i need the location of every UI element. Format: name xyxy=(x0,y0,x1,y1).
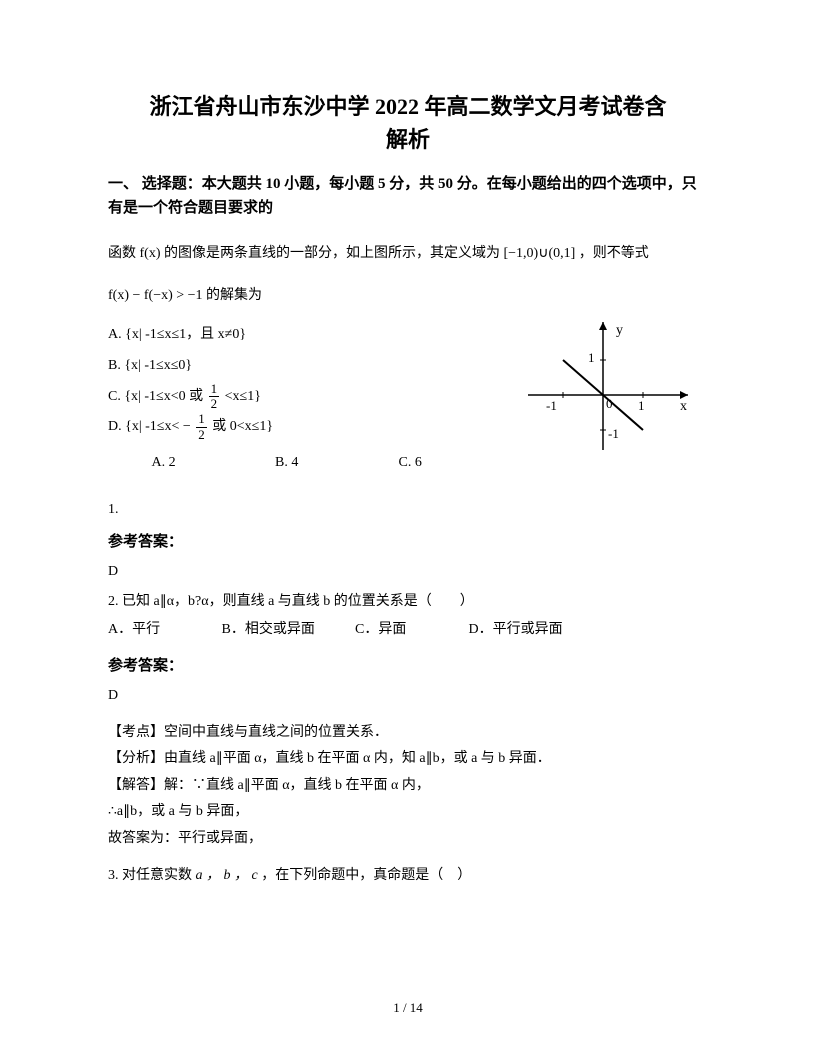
svg-text:1: 1 xyxy=(588,350,595,365)
q2-options: A．平行 B．相交或异面 C．异面 D．平行或异面 xyxy=(108,616,708,644)
q2-solve-1: 【解答】解：∵直线 a∥平面 α，直线 b 在平面 α 内， xyxy=(108,773,708,800)
answer-label: 参考答案： xyxy=(108,530,708,551)
q2-opt-a: A．平行 xyxy=(108,616,218,644)
q1-options: A. {x| -1≤x≤1，且 x≠0} B. {x| -1≤x≤0} C. {… xyxy=(108,320,708,443)
q2-stem: 2. 已知 a∥α，b?α，则直线 a 与直线 b 的位置关系是（ ） xyxy=(108,589,708,616)
q2-answer: D xyxy=(108,683,708,710)
q1-optc-pre: C. {x| -1≤x<0 或 xyxy=(108,389,207,404)
q2-exam-point: 【考点】空间中直线与直线之间的位置关系． xyxy=(108,720,708,747)
q3-stem: 3. 对任意实数 a ， b ， c ，在下列命题中，真命题是（ ） xyxy=(108,863,708,890)
fraction-half: 12 xyxy=(196,412,207,442)
svg-text:x: x xyxy=(680,399,687,414)
q2-opt-c: C．异面 xyxy=(355,616,465,644)
q1-inequality: f(x) − f(−x) > −1 的解集为 xyxy=(108,282,708,310)
title-line2: 解析 xyxy=(108,123,708,156)
q1-number: 1. xyxy=(108,497,708,524)
section-heading: 一、 选择题：本大题共 10 小题，每小题 5 分，共 50 分。在每小题给出的… xyxy=(108,172,708,220)
q1-graph: y x 1 -1 -1 0 1 xyxy=(508,310,698,460)
choice-b: B. 4 xyxy=(275,455,395,471)
title-line1: 浙江省舟山市东沙中学 2022 年高二数学文月考试卷含 xyxy=(108,90,708,123)
q1-answer: D xyxy=(108,559,708,586)
q1-optd-pre: D. {x| -1≤x< − xyxy=(108,419,194,434)
q2-solve-2: ∴a∥b，或 a 与 b 异面， xyxy=(108,799,708,826)
svg-text:y: y xyxy=(616,323,623,338)
q3-post: ，在下列命题中，真命题是（ ） xyxy=(258,868,472,883)
svg-text:-1: -1 xyxy=(546,398,557,413)
q2-analysis: 【分析】由直线 a∥平面 α，直线 b 在平面 α 内，知 a∥b，或 a 与 … xyxy=(108,746,708,773)
choice-c: C. 6 xyxy=(399,455,519,471)
page-footer: 1 / 14 xyxy=(0,1000,816,1016)
q2-opt-b: B．相交或异面 xyxy=(222,616,352,644)
svg-text:0: 0 xyxy=(606,396,613,411)
answer-label: 参考答案： xyxy=(108,654,708,675)
choice-a: A. 2 xyxy=(152,455,272,471)
q1-optd-post: 或 0<x≤1} xyxy=(209,419,273,434)
q1-optc-post: <x≤1} xyxy=(221,389,261,404)
q1-stem: 函数 f(x) 的图像是两条直线的一部分，如上图所示，其定义域为 [−1,0)∪… xyxy=(108,240,708,268)
svg-text:-1: -1 xyxy=(608,426,619,441)
q3-pre: 3. 对任意实数 xyxy=(108,868,196,883)
fraction-half: 12 xyxy=(209,382,220,412)
svg-text:1: 1 xyxy=(638,398,645,413)
q3-vars: a ， b ， c xyxy=(196,868,258,883)
q2-opt-d: D．平行或异面 xyxy=(469,616,563,644)
q2-solve-3: 故答案为：平行或异面， xyxy=(108,826,708,853)
